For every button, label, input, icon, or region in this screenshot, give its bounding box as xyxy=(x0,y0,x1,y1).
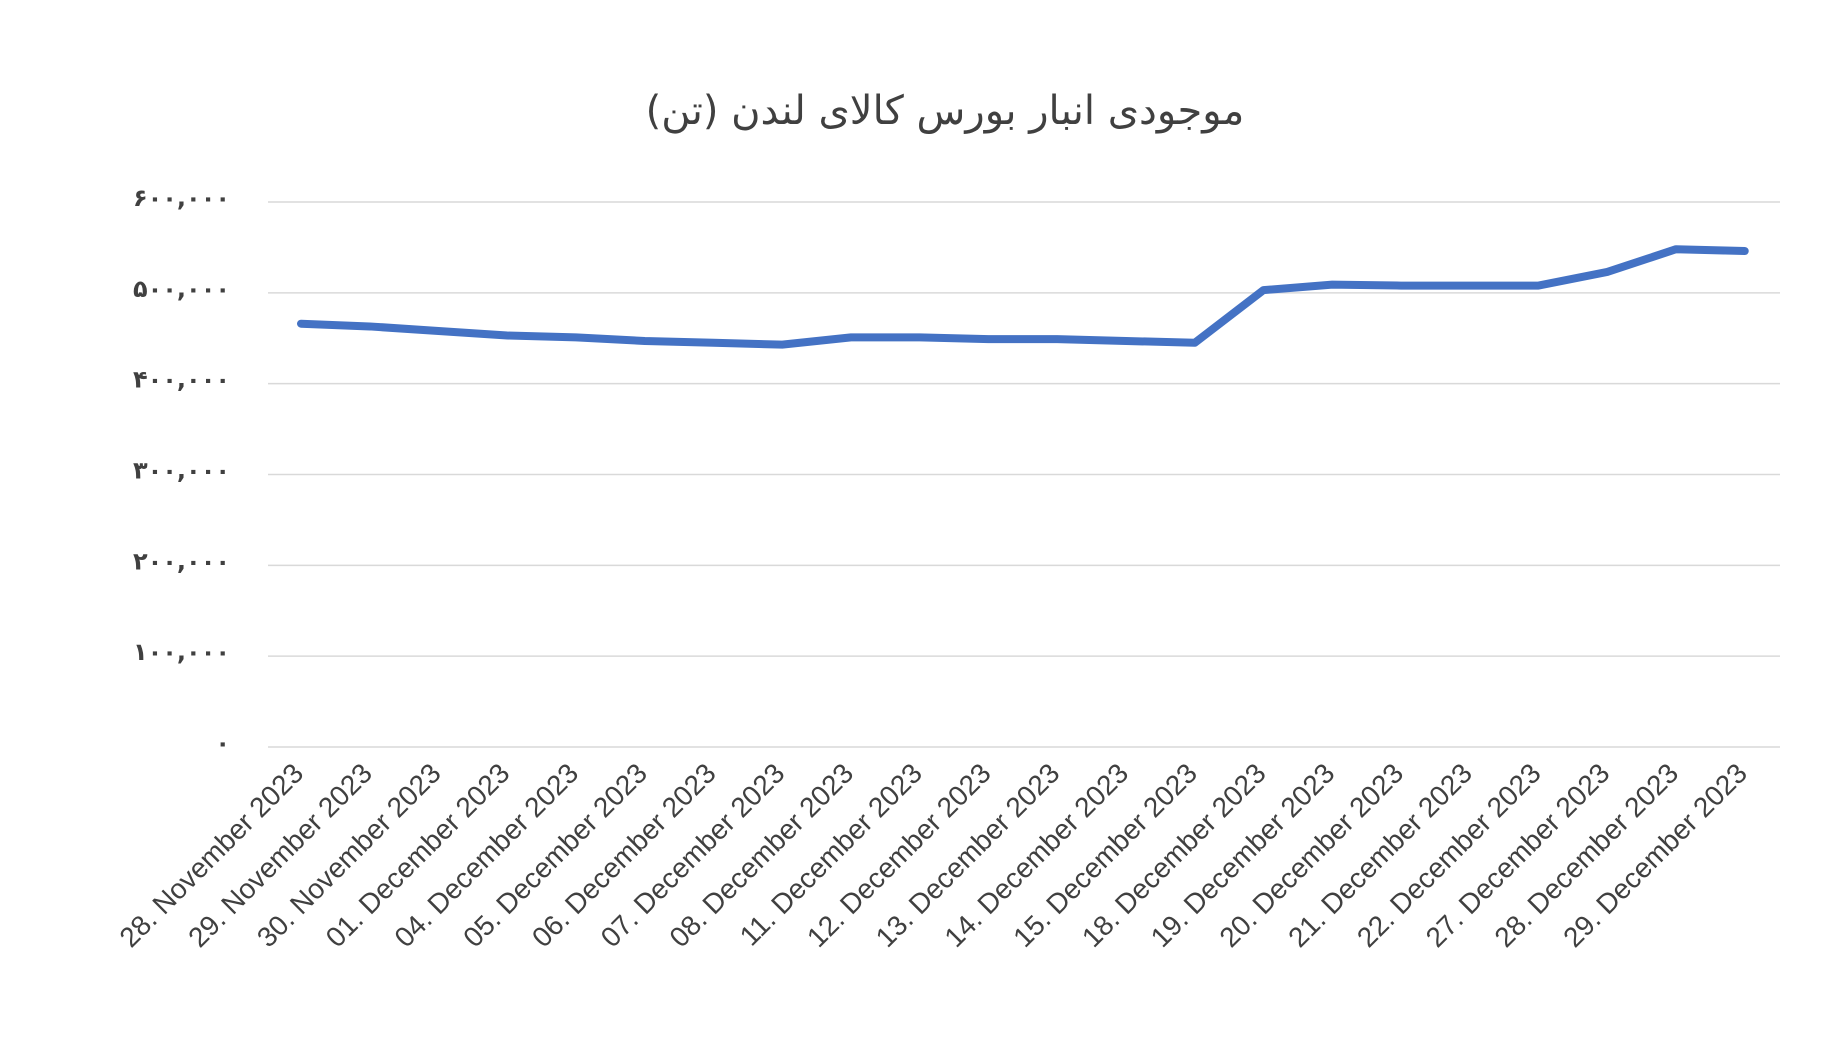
data-point xyxy=(1056,338,1058,340)
data-point xyxy=(1400,285,1402,287)
data-point xyxy=(1469,285,1471,287)
data-point xyxy=(438,330,439,332)
data-point xyxy=(1125,340,1127,342)
y-tick-label: ۲۰۰,۰۰۰ xyxy=(133,547,230,575)
y-tick-label: ۰ xyxy=(215,729,230,757)
y-tick-label: ۶۰۰,۰۰۰ xyxy=(133,184,230,212)
y-tick-label: ۱۰۰,۰۰۰ xyxy=(133,638,230,666)
data-point xyxy=(644,340,646,342)
data-point xyxy=(1194,342,1196,344)
data-point xyxy=(1263,289,1264,291)
data-point xyxy=(1538,285,1539,287)
data-point xyxy=(781,344,783,346)
data-point xyxy=(713,342,714,344)
data-point xyxy=(919,336,921,338)
data-point xyxy=(1675,248,1677,250)
data-point xyxy=(575,336,577,338)
y-axis-tick-labels: ۰ ۱۰۰,۰۰۰ ۲۰۰,۰۰۰ ۳۰۰,۰۰۰ ۴۰۰,۰۰۰ ۵۰۰,۰۰۰ ۶۰۰,… xyxy=(133,184,230,757)
data-point xyxy=(506,335,508,337)
data-point xyxy=(850,336,852,338)
data-point xyxy=(300,323,302,325)
y-tick-label: ۳۰۰,۰۰۰ xyxy=(133,457,230,485)
data-point xyxy=(1606,271,1608,273)
y-tick-label: ۴۰۰,۰۰۰ xyxy=(133,366,230,394)
data-point xyxy=(1331,284,1333,286)
data-point xyxy=(369,325,371,327)
gridlines xyxy=(268,201,1780,748)
y-tick-label: ۵۰۰,۰۰۰ xyxy=(133,275,230,303)
data-point xyxy=(988,338,989,340)
series-layer xyxy=(297,245,1749,349)
data-point xyxy=(1744,250,1746,252)
chart-title: موجودی انبار بورس کالای لندن (تن) xyxy=(646,88,1245,134)
series-line xyxy=(297,245,1749,349)
